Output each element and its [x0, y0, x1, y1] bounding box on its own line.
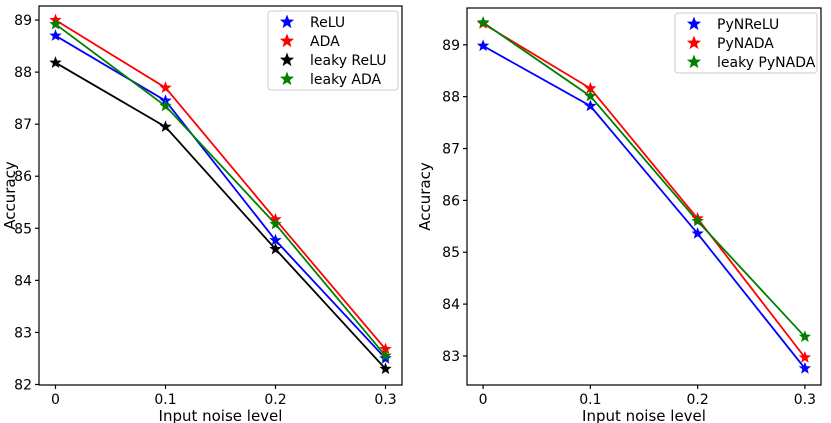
right-chart-xtick-label-0.3: 0.3	[794, 392, 816, 408]
right-chart-ytick-label-83: 83	[442, 349, 460, 365]
right-chart-marker-leaky-PyNADA-x0.3	[798, 330, 812, 342]
left-chart-marker-ReLU-x0	[49, 29, 62, 41]
left-chart-marker-leaky-ReLU-x0	[49, 56, 62, 68]
right-chart-legend-star-icon-leaky-PyNADA	[686, 54, 702, 69]
left-chart-marker-leaky-ADA-x0	[49, 17, 62, 30]
left-chart-ytick-label-89: 89	[14, 13, 32, 29]
right-chart-marker-PyNADA-x0.1	[584, 81, 597, 94]
right-chart-ytick-label-89: 89	[442, 38, 460, 54]
left-chart-ytick-label-85: 85	[14, 221, 32, 237]
left-chart-ytick-label-84: 84	[14, 273, 32, 289]
left-chart-ytick-label-83: 83	[14, 325, 32, 341]
right-chart-marker-leaky-PyNADA-x0.1	[584, 89, 597, 102]
left-chart-xtick-label-0: 0	[51, 392, 60, 408]
right-chart-xlabel: Input noise level	[582, 407, 706, 423]
right-chart-series-line-PyNReLU	[482, 45, 806, 369]
left-chart-legend-label-leaky-ReLU: leaky ReLU	[310, 53, 387, 69]
left-chart-ytick-label-86: 86	[14, 169, 32, 185]
right-chart-legend-box	[674, 12, 818, 74]
left-chart-ytick-label-88: 88	[14, 65, 32, 81]
right-chart-marker-PyNReLU-x0	[476, 39, 490, 52]
left-chart-xtick-label-0.3: 0.3	[374, 392, 396, 408]
left-chart-marker-leaky-ADA-x0.2	[269, 217, 282, 230]
right-chart-ytick-label-87: 87	[442, 142, 460, 158]
left-chart-marker-leaky-ReLU-x0.3	[379, 362, 392, 375]
left-chart-series-line-leaky-ADA	[54, 23, 387, 357]
right-chart-series-line-leaky-PyNADA	[482, 21, 806, 338]
right-chart-marker-PyNReLU-x0.3	[798, 361, 812, 374]
right-chart-legend-star-icon-PyNADA	[686, 35, 702, 50]
right-chart-ytick-label-88: 88	[442, 90, 460, 106]
left-chart-series-line-leaky-ReLU	[55, 61, 387, 370]
left-chart-marker-ADA-x0.1	[159, 81, 172, 93]
right-chart-ytick-label-86: 86	[442, 193, 460, 209]
right-chart-ytick-label-85: 85	[442, 245, 460, 261]
left-chart-ytick-label-82: 82	[14, 377, 32, 393]
right-chart-xtick-label-0.1: 0.1	[579, 392, 601, 408]
right-chart-ylabel: Accuracy	[416, 162, 434, 231]
right-chart-marker-PyNReLU-x0.1	[584, 99, 597, 112]
right-chart-xtick-label-0: 0	[479, 392, 488, 408]
left-chart-legend-star-icon-ReLU	[279, 14, 295, 29]
left-chart-marker-leaky-ADA-x0.3	[379, 349, 392, 362]
right-chart-marker-leaky-PyNADA-x0	[476, 16, 490, 28]
left-chart-marker-leaky-ADA-x0.1	[159, 99, 172, 112]
left-chart-series-line-ReLU	[55, 34, 387, 360]
left-chart-plot-frame	[38, 5, 403, 386]
right-chart-legend-label-PyNADA: PyNADA	[717, 36, 774, 52]
left-chart-xtick-label-0.1: 0.1	[154, 392, 176, 408]
right-chart: 83 84 85 86 87 88 89 0 0.1 0.2 0.3 Input noise leve…	[416, 7, 822, 423]
left-chart: 82 83 84 85 86 87 88 89 0 0.1 0.2 0.3 Input noise le…	[1, 5, 403, 423]
left-chart-legend-star-icon-ADA	[279, 33, 295, 48]
right-chart-marker-leaky-PyNADA-x0.2	[691, 214, 704, 227]
right-chart-marker-PyNADA-x0.3	[798, 351, 812, 363]
left-chart-marker-leaky-ReLU-x0.1	[159, 120, 172, 132]
left-chart-legend-box	[267, 10, 399, 91]
right-chart-legend-label-PyNReLU: PyNReLU	[717, 17, 779, 33]
left-chart-legend-label-ReLU: ReLU	[310, 15, 345, 31]
left-chart-marker-ADA-x0.3	[379, 342, 392, 355]
right-chart-marker-PyNReLU-x0.2	[691, 227, 704, 239]
right-chart-xtick-label-0.2: 0.2	[687, 392, 709, 408]
right-chart-legend-label-leaky-PyNADA: leaky PyNADA	[717, 55, 816, 71]
left-chart-marker-leaky-ReLU-x0.2	[269, 242, 282, 255]
right-chart-plot-frame	[466, 7, 822, 386]
left-chart-xlabel: Input noise level	[159, 407, 283, 423]
left-chart-xtick-label-0.2: 0.2	[264, 392, 286, 408]
left-chart-ytick-label-87: 87	[14, 117, 32, 133]
left-chart-legend-label-leaky-ADA: leaky ADA	[310, 72, 382, 88]
left-chart-legend-star-icon-leaky-ADA	[279, 71, 295, 86]
right-chart-series-line-PyNADA	[482, 22, 806, 359]
right-chart-legend-star-icon-PyNReLU	[686, 16, 702, 31]
right-chart-ytick-label-84: 84	[442, 297, 460, 313]
left-chart-ylabel: Accuracy	[1, 161, 19, 230]
left-chart-series-line-ADA	[55, 19, 387, 350]
left-chart-legend-star-icon-leaky-ReLU	[279, 52, 295, 67]
left-chart-marker-ReLU-x0.2	[269, 233, 282, 246]
left-chart-legend-label-ADA: ADA	[310, 34, 340, 50]
